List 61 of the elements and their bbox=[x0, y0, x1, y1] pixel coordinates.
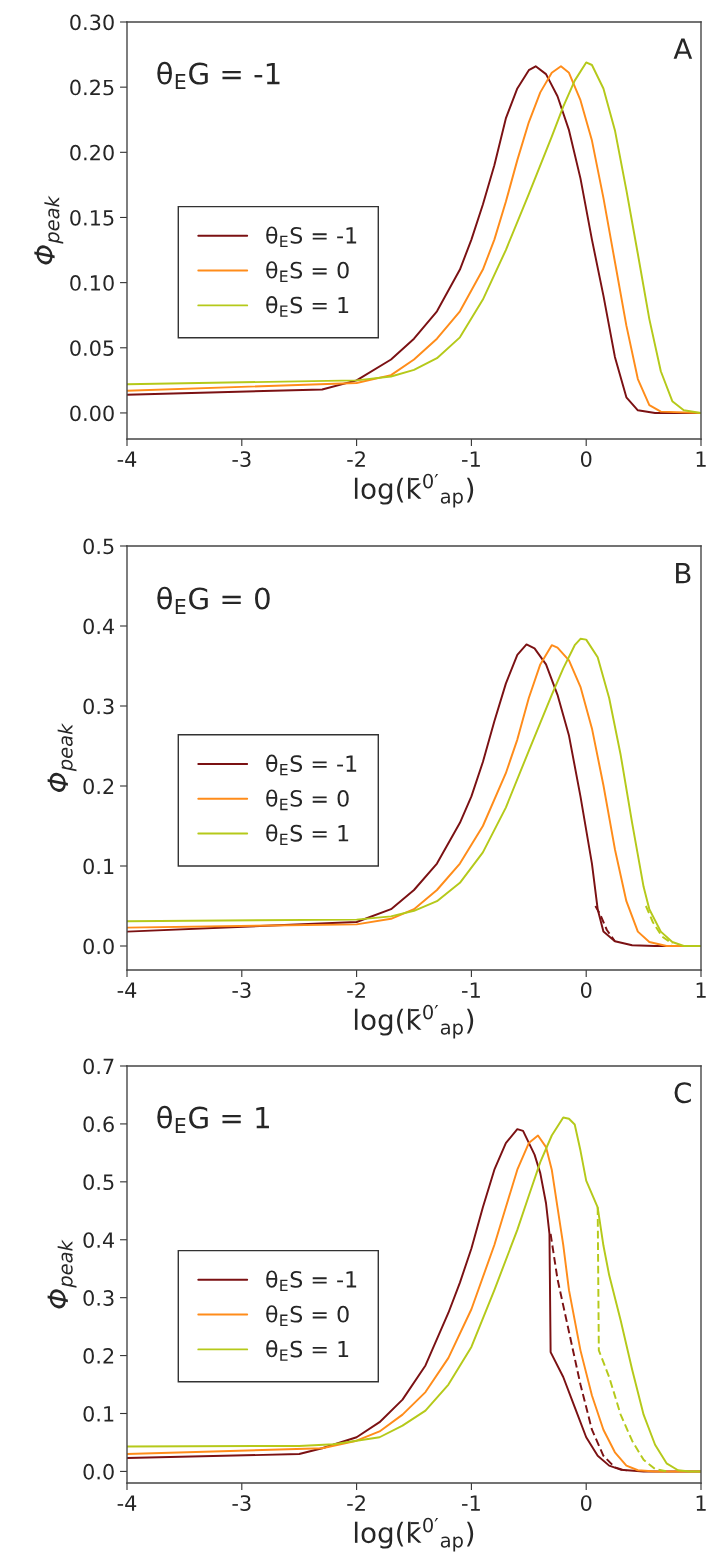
y-tick-label: 0.30 bbox=[70, 14, 114, 31]
y-tick-label: 0.0 bbox=[83, 938, 114, 955]
legend-label: θ$_{E}$S = 0 bbox=[266, 789, 349, 811]
x-tick-label: -2 bbox=[347, 982, 365, 998]
x-tick-label: 1 bbox=[696, 451, 706, 467]
x-tick-label: -3 bbox=[232, 1495, 251, 1511]
x-tick-label: -1 bbox=[462, 451, 480, 467]
line-series bbox=[594, 905, 616, 943]
x-tick-label: -4 bbox=[117, 1495, 137, 1511]
y-axis-title: Φ$_{peak}$ bbox=[47, 723, 77, 792]
legend-label: θ$_{E}$S = 1 bbox=[266, 824, 349, 845]
x-axis-title: log(k̄$^{0′}$$_{ap}$) bbox=[354, 1517, 474, 1552]
y-tick-label: 0.7 bbox=[83, 1058, 114, 1075]
y-tick-label: 0.1 bbox=[83, 1405, 114, 1422]
annotation: A bbox=[673, 38, 693, 59]
x-tick-label: 0 bbox=[580, 1495, 592, 1511]
x-axis-title: log(k̄$^{0′}$$_{ap}$) bbox=[354, 1004, 474, 1039]
y-tick-label: 0.6 bbox=[83, 1116, 114, 1133]
y-tick-label: 0.4 bbox=[83, 618, 115, 635]
y-axis-title: Φ$_{peak}$ bbox=[47, 1239, 77, 1309]
legend-label: θ$_{E}$S = 0 bbox=[266, 1305, 349, 1326]
x-tick-label: -1 bbox=[462, 982, 480, 998]
legend-label: θ$_{E}$S = 0 bbox=[266, 261, 349, 282]
legend-label: θ$_{E}$S = 1 bbox=[266, 1340, 349, 1361]
annotation: C bbox=[674, 1082, 691, 1104]
x-tick-label: -3 bbox=[232, 982, 251, 998]
annotation: B bbox=[676, 563, 691, 584]
y-tick-label: 0.5 bbox=[83, 538, 114, 555]
legend-label: θ$_{E}$S = -1 bbox=[266, 1270, 357, 1292]
x-tick-label: 0 bbox=[580, 451, 592, 467]
y-tick-label: 0.15 bbox=[70, 209, 114, 226]
y-tick-label: 0.5 bbox=[83, 1174, 114, 1191]
y-tick-label: 0.20 bbox=[70, 144, 114, 161]
y-tick-label: 0.10 bbox=[70, 275, 114, 291]
x-tick-label: 0 bbox=[580, 982, 592, 998]
x-tick-label: 1 bbox=[696, 1495, 706, 1511]
x-axis-title: log(k̄$^{0′}$$_{ap}$) bbox=[354, 473, 474, 508]
annotation: θ$_{E}$G = 1 bbox=[157, 1105, 269, 1133]
x-tick-label: -3 bbox=[232, 451, 251, 467]
y-tick-label: 0.25 bbox=[70, 79, 114, 96]
y-tick-label: 0.05 bbox=[70, 340, 114, 356]
x-tick-label: -4 bbox=[117, 451, 137, 467]
y-tick-label: 0.1 bbox=[83, 858, 114, 875]
x-tick-label: -2 bbox=[347, 1495, 365, 1511]
y-tick-label: 0.2 bbox=[83, 778, 114, 795]
y-tick-label: 0.3 bbox=[83, 698, 114, 715]
x-tick-label: -4 bbox=[117, 982, 137, 998]
annotation: θ$_{E}$G = 0 bbox=[157, 586, 270, 614]
legend-label: θ$_{E}$S = -1 bbox=[266, 226, 357, 248]
y-axis-title: Φ$_{peak}$ bbox=[34, 195, 64, 265]
y-tick-label: 0.0 bbox=[83, 1463, 114, 1480]
y-tick-label: 0.3 bbox=[83, 1290, 114, 1306]
x-tick-label: -2 bbox=[347, 451, 365, 467]
y-tick-label: 0.4 bbox=[83, 1232, 115, 1248]
annotation: θ$_{E}$G = -1 bbox=[157, 61, 280, 89]
legend-label: θ$_{E}$S = -1 bbox=[266, 754, 357, 776]
y-tick-label: 0.00 bbox=[70, 405, 114, 422]
legend-label: θ$_{E}$S = 1 bbox=[266, 296, 349, 317]
x-tick-label: 1 bbox=[696, 982, 706, 998]
y-tick-label: 0.2 bbox=[83, 1348, 114, 1364]
x-tick-label: -1 bbox=[462, 1495, 480, 1511]
